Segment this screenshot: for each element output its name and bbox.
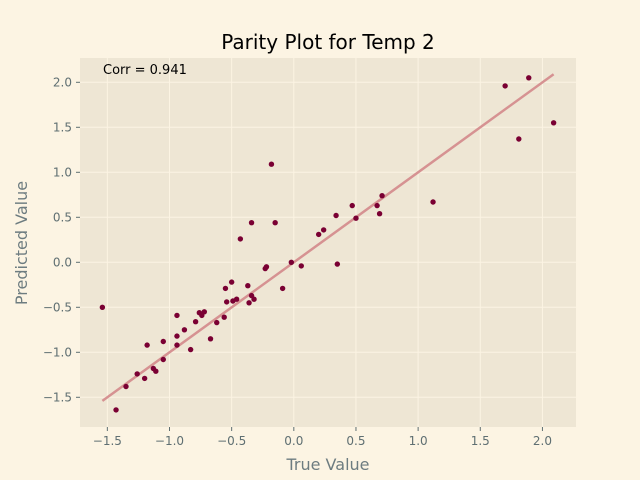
data-point	[248, 220, 255, 226]
y-tick-label: 2.0	[53, 75, 72, 89]
data-point	[315, 231, 322, 238]
data-point	[174, 342, 180, 348]
data-point	[279, 285, 286, 292]
y-tick-label: 1.0	[53, 165, 72, 179]
data-point	[160, 356, 166, 363]
data-point	[134, 371, 140, 377]
data-point	[181, 327, 188, 333]
x-axis-ticks: −1.5 −1.0 −0.5 0.0 0.5 1.0 1.5 2.0	[93, 427, 552, 448]
y-tick-label: 0.0	[53, 255, 72, 269]
data-point	[192, 319, 199, 325]
data-point	[526, 75, 532, 81]
data-point	[320, 227, 327, 233]
y-tick-label: −1.0	[43, 345, 72, 359]
data-point	[222, 285, 229, 292]
data-point	[141, 375, 148, 382]
data-point	[174, 312, 180, 319]
data-point	[353, 215, 359, 221]
data-point	[187, 346, 194, 353]
data-point	[174, 333, 180, 339]
data-point	[113, 407, 119, 413]
data-point	[251, 296, 257, 302]
data-point	[288, 259, 295, 265]
data-point	[214, 319, 220, 326]
y-tick-label: −1.5	[43, 390, 72, 404]
data-point	[333, 212, 339, 219]
grid-lines	[80, 58, 576, 427]
x-tick-label: 2.0	[533, 434, 552, 448]
data-point	[376, 211, 383, 217]
data-point	[160, 338, 166, 345]
data-point	[550, 120, 557, 126]
x-tick-label: 1.0	[409, 434, 428, 448]
data-point	[153, 368, 159, 374]
data-point	[207, 336, 214, 342]
data-point	[298, 263, 304, 269]
data-point	[246, 300, 252, 306]
data-point	[223, 299, 230, 305]
data-point	[99, 304, 106, 310]
y-axis-ticks: −1.5 −1.0 −0.5 0.0 0.5 1.0 1.5 2.0	[43, 75, 80, 404]
data-point	[379, 193, 385, 199]
data-point	[123, 383, 129, 390]
data-point	[334, 261, 341, 267]
data-point	[201, 309, 208, 315]
data-point	[245, 283, 251, 289]
x-tick-label: −0.5	[217, 434, 246, 448]
y-axis-label: Predicted Value	[12, 181, 31, 305]
y-tick-label: 1.5	[53, 120, 72, 134]
data-point	[430, 199, 436, 205]
data-point	[144, 342, 150, 348]
data-point	[272, 220, 278, 226]
data-point	[221, 314, 227, 320]
plot-area	[80, 58, 576, 427]
chart-title: Parity Plot for Temp 2	[221, 30, 435, 54]
scatter-points	[99, 75, 557, 413]
x-tick-label: 1.5	[471, 434, 490, 448]
data-point	[502, 83, 508, 89]
data-point	[349, 202, 355, 209]
x-tick-label: −1.0	[155, 434, 184, 448]
data-point	[516, 136, 522, 142]
x-tick-label: 0.0	[284, 434, 303, 448]
x-tick-label: 0.5	[346, 434, 365, 448]
x-tick-label: −1.5	[93, 434, 122, 448]
data-point	[233, 296, 240, 302]
correlation-annotation: Corr = 0.941	[103, 63, 187, 78]
data-point	[228, 279, 235, 285]
x-axis-label: True Value	[285, 455, 369, 474]
data-point	[268, 161, 275, 167]
data-point	[374, 202, 380, 209]
data-point	[237, 236, 244, 242]
data-point	[263, 264, 270, 270]
y-tick-label: −0.5	[43, 300, 72, 314]
y-tick-label: 0.5	[53, 210, 72, 224]
